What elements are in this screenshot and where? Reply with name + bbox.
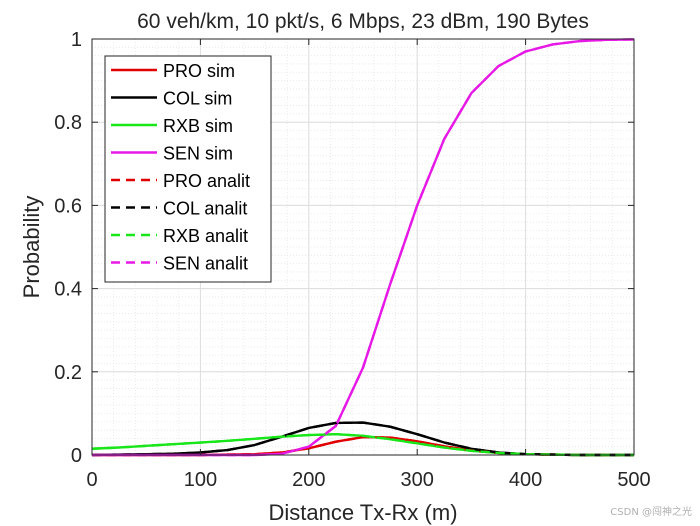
- x-axis-label: Distance Tx-Rx (m): [268, 500, 457, 525]
- legend-label: COL analit: [163, 199, 247, 219]
- x-tick-label: 300: [401, 469, 434, 491]
- legend-label: SEN analit: [163, 254, 248, 274]
- series-line-rxb-analit: [91, 433, 634, 457]
- y-tick-label: 0.6: [54, 195, 82, 217]
- watermark: CSDN @闯神之光: [610, 507, 692, 518]
- x-tick-label: 500: [617, 469, 650, 491]
- axes-box: [91, 38, 635, 456]
- legend: PRO sim COL sim RXB sim SEN sim PRO analit CO…: [104, 55, 272, 283]
- legend-box: [104, 55, 272, 283]
- y-axis-label: Probability: [19, 196, 44, 299]
- chart-title: 60 veh/km, 10 pkt/s, 6 Mbps, 23 dBm, 190…: [137, 10, 589, 33]
- x-tick-label: 200: [292, 469, 325, 491]
- legend-label: PRO analit: [163, 171, 250, 191]
- legend-label: SEN sim: [163, 144, 233, 164]
- legend-label: RXB sim: [163, 116, 233, 136]
- y-tick-label: 0.4: [54, 279, 82, 301]
- y-tick-label: 0.8: [54, 112, 82, 134]
- legend-label: RXB analit: [163, 226, 248, 246]
- x-tick-label: 100: [184, 469, 217, 491]
- y-tick-label: 0.2: [54, 362, 82, 384]
- legend-label: COL sim: [163, 89, 232, 109]
- x-tick-label: 400: [509, 469, 542, 491]
- y-tick-label: 0: [71, 445, 82, 467]
- x-tick-label: 0: [86, 469, 97, 491]
- legend-label: PRO sim: [163, 61, 235, 81]
- y-tick-label: 1: [71, 29, 82, 51]
- axes-layer: 0 100 200 300 400 500 0 0.2 0.4 0.6 0.8 1: [54, 29, 651, 491]
